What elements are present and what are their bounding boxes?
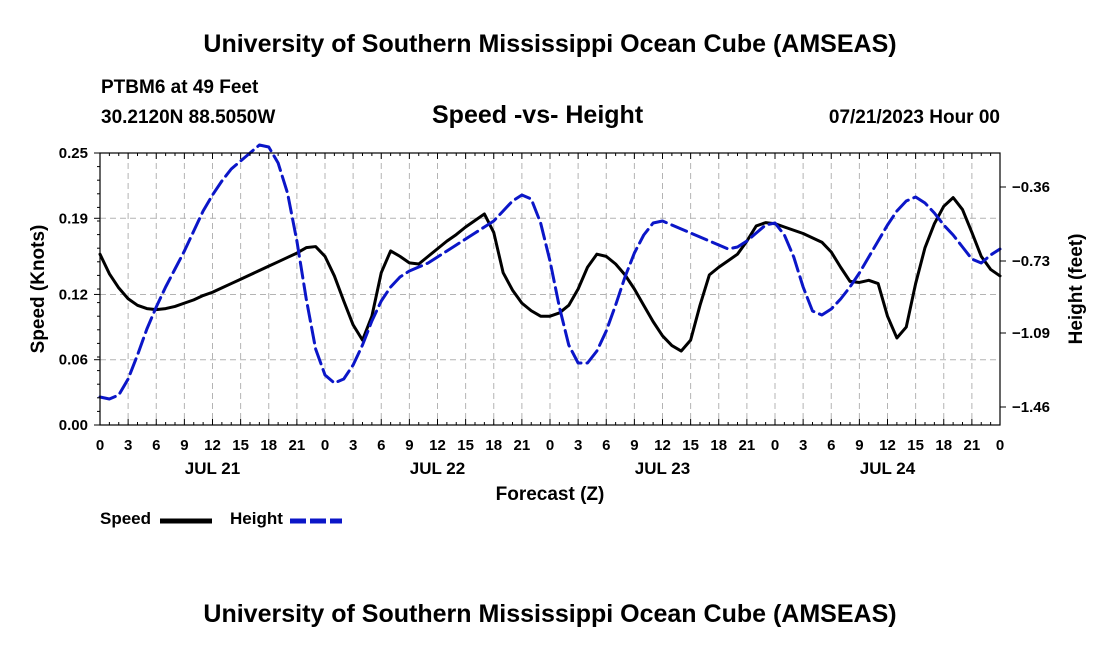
day-label: JUL 24	[860, 459, 916, 478]
x-tick-label: 9	[855, 437, 863, 454]
x-tick-label: 6	[827, 437, 835, 454]
y-tick-label: 0.12	[59, 286, 88, 303]
x-tick-label: 9	[630, 437, 638, 454]
x-tick-label: 21	[739, 437, 756, 454]
x-tick-label: 3	[574, 437, 582, 454]
x-tick-label: 18	[485, 437, 502, 454]
grid-lines	[100, 153, 1000, 425]
y-tick-label: 0.00	[59, 417, 88, 434]
x-tick-label: 15	[682, 437, 699, 454]
y2-axis-title: Height (feet)	[1066, 234, 1087, 345]
x-tick-label: 21	[289, 437, 306, 454]
y-tick-label: 0.06	[59, 352, 88, 369]
day-label: JUL 21	[185, 459, 240, 478]
x-tick-label: 6	[152, 437, 160, 454]
y-tick-label: 0.25	[59, 145, 88, 162]
day-label: JUL 22	[410, 459, 465, 478]
day-label: JUL 23	[635, 459, 690, 478]
x-tick-label: 18	[935, 437, 952, 454]
legend-height-label: Height	[230, 509, 283, 528]
x-tick-label: 12	[429, 437, 446, 454]
legend-speed-label: Speed	[100, 509, 151, 528]
x-tick-label: 15	[232, 437, 249, 454]
x-axis-title: Forecast (Z)	[496, 484, 605, 505]
x-tick-label: 3	[349, 437, 357, 454]
y2-tick-label: −0.36	[1012, 179, 1050, 196]
axis-ticks	[94, 152, 1006, 426]
y-tick-label: 0.19	[59, 210, 88, 227]
x-tick-label: 6	[602, 437, 610, 454]
footer-title: University of Southern Mississippi Ocean…	[203, 600, 897, 628]
x-tick-label: 15	[457, 437, 474, 454]
x-tick-label: 3	[124, 437, 132, 454]
x-tick-label: 3	[799, 437, 807, 454]
y2-tick-label: −0.73	[1012, 253, 1050, 270]
x-tick-label: 9	[405, 437, 413, 454]
station-coordinates: 30.2120N 88.5050W	[101, 107, 276, 128]
axis-labels: 0 3 6 9 12 15 18 21 0 3 6 9 12 15 18 21 0 3 6 9 12 15 18 21 0 3 6 9…	[28, 145, 1087, 505]
x-tick-label: 6	[377, 437, 385, 454]
x-tick-label: 0	[546, 437, 554, 454]
series-line-speed	[98, 196, 1002, 353]
x-tick-label: 0	[996, 437, 1004, 454]
x-tick-label: 12	[204, 437, 221, 454]
x-tick-label: 0	[771, 437, 779, 454]
x-tick-label: 9	[180, 437, 188, 454]
station-name: PTBM6 at 49 Feet	[101, 77, 259, 98]
x-tick-label: 12	[654, 437, 671, 454]
y-axis-title: Speed (Knots)	[28, 225, 49, 354]
y2-tick-label: −1.09	[1012, 325, 1050, 342]
x-tick-label: 12	[879, 437, 896, 454]
x-tick-label: 0	[96, 437, 104, 454]
forecast-date: 07/21/2023 Hour 00	[828, 107, 1000, 128]
chart-subtitle: Speed -vs- Height	[432, 101, 644, 129]
x-tick-label: 18	[710, 437, 727, 454]
x-tick-label: 21	[964, 437, 981, 454]
x-tick-label: 0	[321, 437, 329, 454]
y2-tick-label: −1.46	[1012, 399, 1050, 416]
x-tick-label: 18	[260, 437, 277, 454]
x-tick-label: 15	[907, 437, 924, 454]
chart-main-title: University of Southern Mississippi Ocean…	[203, 30, 897, 58]
x-tick-label: 21	[514, 437, 531, 454]
